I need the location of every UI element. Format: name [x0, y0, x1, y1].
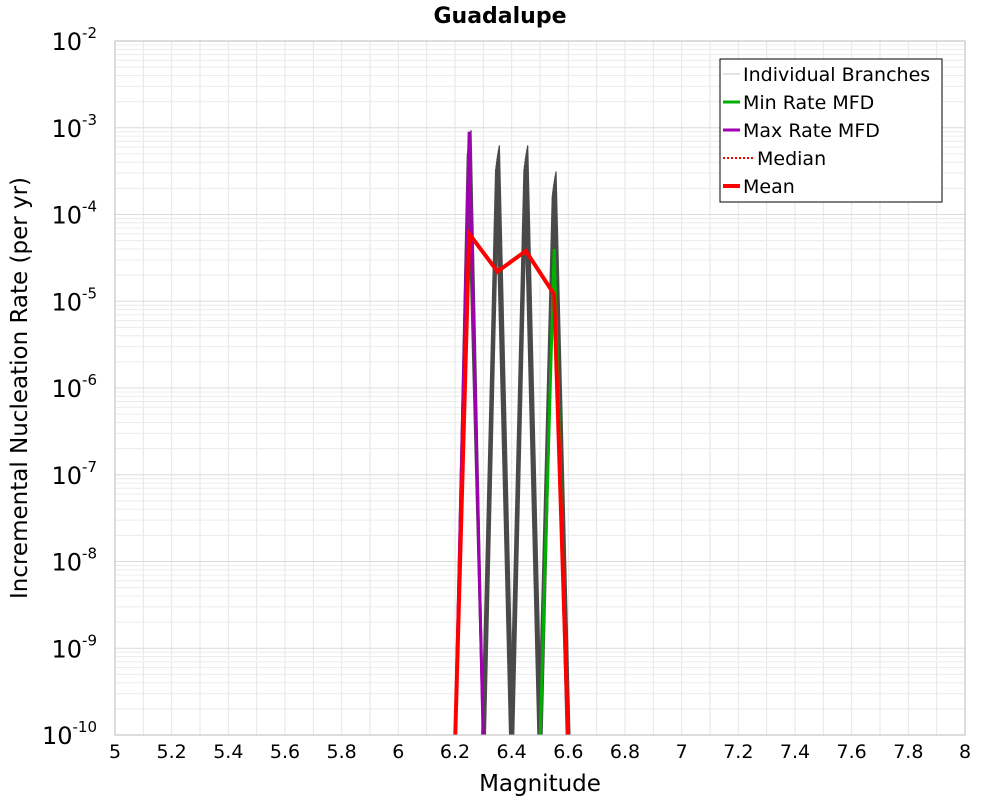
y-tick-label: 10-8	[51, 545, 97, 577]
legend-label: Max Rate MFD	[743, 120, 880, 142]
x-tick-label: 6.4	[497, 741, 527, 763]
legend-label: Min Rate MFD	[743, 92, 874, 114]
legend-label: Median	[757, 148, 826, 170]
plot-frame	[114, 40, 966, 736]
y-tick-label: 10-6	[51, 371, 97, 403]
chart-title: Guadalupe	[433, 4, 566, 29]
x-tick-label: 7.8	[893, 741, 923, 763]
x-tick-label: 7	[676, 741, 688, 763]
x-tick-label: 8	[959, 741, 971, 763]
branch-line	[541, 171, 571, 735]
y-axis-ticks: 10-2 10-3 10-4 10-5 10-6 10-7 10-8 10-9 10-10	[42, 24, 97, 750]
x-tick-label: 5	[109, 741, 121, 763]
y-axis-label: Incremental Nucleation Rate (per yr)	[7, 177, 33, 599]
mean-line	[453, 227, 571, 735]
branch-line	[513, 145, 543, 735]
x-tick-label: 5.4	[213, 741, 243, 763]
plot-area	[453, 129, 571, 735]
x-tick-label: 5.8	[327, 741, 357, 763]
x-tick-label: 7.4	[780, 741, 810, 763]
y-tick-label: 10-10	[42, 718, 97, 750]
x-tick-label: 6	[392, 741, 404, 763]
x-axis-ticks: 5 5.2 5.4 5.6 5.8 6 6.2 6.4 6.6 6.8 7 7.2 7.4 7.6 7.8 8	[109, 741, 971, 763]
y-tick-label: 10-4	[51, 198, 97, 230]
x-tick-label: 5.2	[157, 741, 187, 763]
legend: Individual Branches Min Rate MFD Max Rate …	[719, 58, 943, 203]
x-axis-label: Magnitude	[479, 771, 601, 797]
branch-line	[484, 145, 514, 735]
x-tick-label: 6.8	[610, 741, 640, 763]
legend-label: Mean	[743, 176, 795, 198]
legend-label: Individual Branches	[743, 64, 930, 86]
series-layer	[453, 129, 571, 735]
y-tick-label: 10-7	[51, 458, 97, 490]
y-tick-label: 10-9	[51, 631, 97, 663]
y-tick-label: 10-2	[51, 24, 97, 56]
x-tick-label: 6.2	[440, 741, 470, 763]
y-tick-label: 10-3	[51, 111, 97, 143]
x-tick-label: 5.6	[270, 741, 300, 763]
x-tick-label: 6.6	[553, 741, 583, 763]
legend-box	[719, 58, 943, 203]
x-tick-label: 7.6	[837, 741, 867, 763]
y-tick-label: 10-5	[51, 284, 97, 316]
x-tick-label: 7.2	[723, 741, 753, 763]
